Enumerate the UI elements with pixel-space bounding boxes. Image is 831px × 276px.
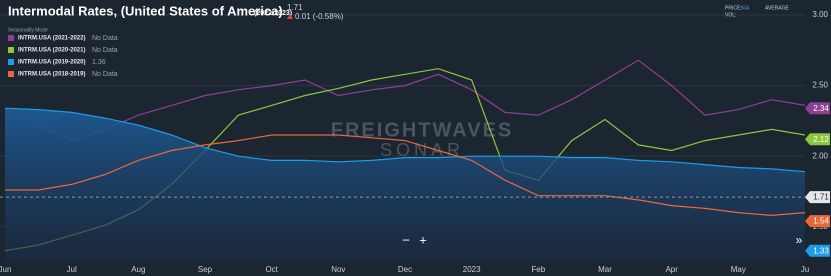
x-tick-label: Nov [331, 265, 345, 274]
x-tick-label: Aug [131, 265, 145, 274]
watermark-text: SONAR [380, 140, 464, 160]
value-tag [805, 102, 830, 115]
watermark-text: FREIGHTWAVES [331, 119, 514, 141]
x-tick-label: Apr [665, 265, 678, 274]
value-tag-label: 2.34 [813, 104, 829, 113]
zoom-out[interactable]: − [402, 232, 410, 247]
x-tick-label: Jun [0, 265, 11, 274]
watermark: FREIGHTWAVES SONAR [331, 119, 514, 160]
x-tick-label: Dec [398, 265, 412, 274]
legend-swatch [8, 71, 14, 77]
average-label: AVERAGE [765, 5, 789, 11]
value-tag [805, 133, 830, 146]
area [5, 108, 805, 262]
x-tick-label: 2023 [463, 265, 481, 274]
x-tick-label: Jul [67, 265, 77, 274]
y-tick-label: 3.00 [812, 10, 828, 19]
x-tick-label: Sep [198, 265, 213, 274]
legend-swatch [8, 59, 14, 65]
change-arrow [287, 14, 293, 19]
legend-swatch [8, 35, 14, 41]
y-tick-label: 2.00 [812, 151, 828, 160]
legend-label: INTRM.USA (2021-2022) [18, 36, 85, 42]
chart-title: Intermodal Rates, (United States of Amer… [8, 3, 283, 18]
price-value: N/A [741, 5, 750, 11]
series-line [5, 134, 806, 217]
legend-value: No Data [92, 35, 118, 42]
legend-label: INTRM.USA (2020-2021) [18, 48, 85, 54]
title-range: (2022-2023) [254, 10, 292, 17]
vol-label: VOL: [725, 12, 736, 18]
value-tag-label: 1.71 [813, 193, 829, 202]
x-tick-label: May [731, 265, 746, 274]
x-tick-label: Mar [598, 265, 612, 274]
legend-value: No Data [92, 47, 118, 54]
value-tag-label: 1.54 [813, 217, 829, 226]
current-value: 1.71 [287, 3, 303, 12]
value-tag-label: 1.33 [813, 246, 829, 255]
legend-swatch [8, 47, 14, 53]
scroll-right[interactable]: » [796, 233, 803, 247]
legend-label: INTRM.USA (2019-2020) [18, 60, 85, 66]
legend-label: INTRM.USA (2018-2019) [18, 72, 85, 78]
value-tag [805, 244, 830, 257]
series-line [4, 107, 806, 173]
series-line [38, 59, 806, 142]
value-tag-label: 2.12 [813, 135, 829, 144]
y-tick-label: 2.50 [812, 81, 828, 90]
value-tag [805, 215, 830, 228]
legend-value: No Data [92, 71, 118, 78]
zoom-in[interactable]: + [419, 232, 427, 247]
x-tick-label: Feb [531, 265, 545, 274]
legend-value: 1.36 [92, 59, 106, 66]
x-tick-label: Oct [265, 265, 278, 274]
legend-title: Seasonality Mode [8, 27, 48, 33]
value-tag [805, 191, 830, 204]
price-label: PRICE: [725, 5, 742, 11]
change: 0.01 (-0.58%) [295, 12, 344, 21]
x-tick-label: Ju [801, 265, 809, 274]
